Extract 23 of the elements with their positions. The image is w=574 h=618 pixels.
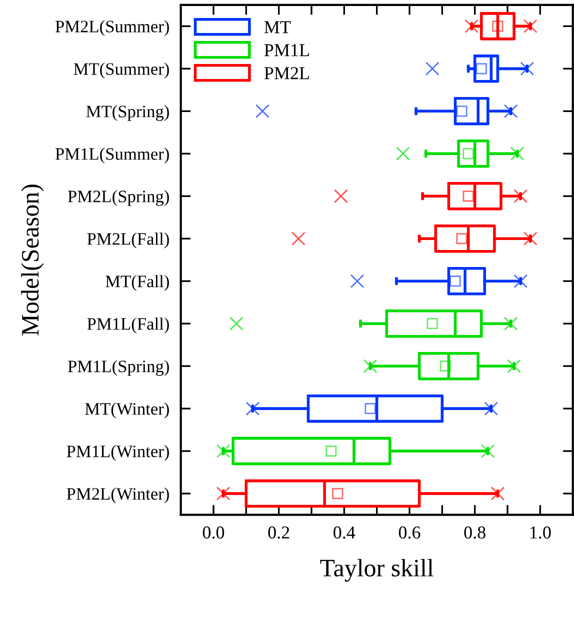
y-tick-label: PM1L(Summer) [55, 148, 169, 164]
y-tick-label: PM2L(Spring) [68, 190, 169, 206]
y-tick-label: PM1L(Spring) [68, 360, 169, 376]
legend-label: PM2L [264, 67, 309, 80]
x-tick-label: 0.2 [268, 526, 290, 539]
y-tick-label: PM1L(Winter) [66, 445, 169, 461]
x-tick-label: 0.4 [334, 526, 356, 539]
y-tick-label: MT(Summer) [74, 62, 169, 78]
y-tick-label: MT(Fall) [106, 275, 169, 291]
y-tick-label: PM2L(Winter) [66, 488, 169, 504]
x-tick-label: 1.0 [530, 526, 551, 539]
legend-label: PM1L [264, 44, 309, 56]
y-tick-label: PM2L(Fall) [87, 232, 169, 248]
x-tick-label: 0.8 [464, 526, 486, 539]
y-tick-label: PM2L(Summer) [55, 20, 169, 36]
x-axis-title: Taylor skill [320, 558, 434, 582]
y-axis-title: Model(Season) [21, 184, 44, 336]
x-tick-label: 0.0 [202, 526, 224, 539]
x-tick-label: 0.6 [398, 526, 420, 539]
y-tick-label: PM1L(Fall) [87, 318, 169, 334]
y-tick-label: MT(Winter) [85, 402, 169, 418]
y-tick-label: MT(Spring) [86, 105, 169, 121]
legend-label: MT [264, 21, 291, 34]
